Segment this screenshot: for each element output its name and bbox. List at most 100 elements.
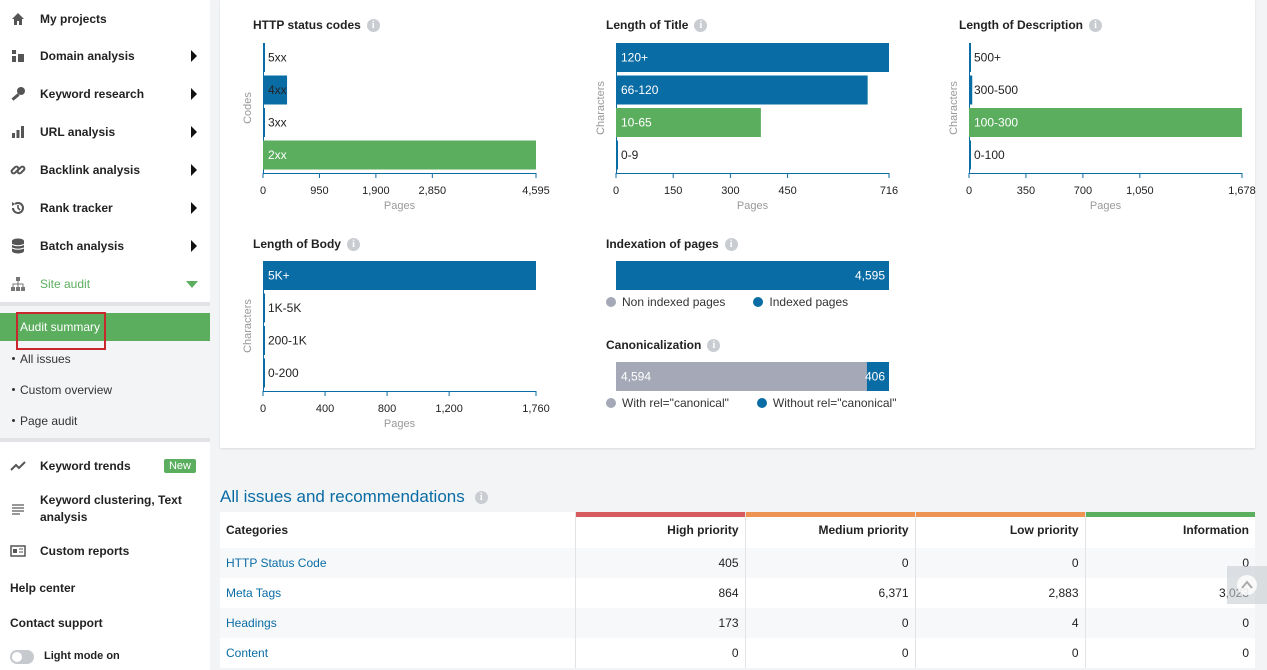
chart-http-status-codes: 5xx 4xx 3xx 2xx 0 950 1,900 2,850 4,595 Pages Code… (242, 43, 550, 212)
light-mode-toggle[interactable] (10, 650, 34, 664)
bar-label: 1K-5K (268, 301, 301, 315)
sidebar-item-batch-analysis[interactable]: Batch analysis (0, 227, 210, 265)
audit-charts-card: HTTP status codes i 5xx 4xx 3xx 2xx 0 950 1,90… (220, 0, 1256, 448)
bar (616, 108, 761, 137)
info-icon[interactable]: i (474, 490, 488, 504)
table-cell[interactable]: 405 (574, 548, 745, 578)
chart-title-length-description: Length of Description i (959, 18, 1102, 32)
chevron-right-icon (191, 240, 197, 252)
sidebar-item-keyword-research[interactable]: Keyword research (0, 75, 210, 113)
info-icon[interactable]: i (707, 338, 721, 352)
sidebar-item-label: Backlink analysis (40, 163, 141, 177)
submenu-item-label: All issues (20, 352, 71, 366)
table-cell[interactable]: 0 (574, 638, 745, 668)
table-cell[interactable]: 0 (744, 638, 915, 668)
x-tick-label: 0 (260, 403, 266, 415)
table-cell[interactable]: 0 (744, 548, 915, 578)
contact-support-link[interactable]: Contact support (10, 616, 103, 630)
table-cell[interactable]: 173 (574, 608, 745, 638)
sidebar-item-keyword-clustering[interactable]: Keyword clustering, Text analysis (0, 489, 210, 529)
table-cell[interactable]: 0 (1084, 608, 1255, 638)
sidebar-item-domain-analysis[interactable]: Domain analysis (0, 37, 210, 75)
legend-item[interactable]: Indexed pages (753, 295, 848, 309)
sidebar-item-label: My projects (40, 12, 107, 26)
info-icon[interactable]: i (694, 18, 708, 32)
sidebar-item-label: Keyword research (40, 87, 145, 101)
help-center-link[interactable]: Help center (10, 581, 76, 595)
bar (263, 108, 265, 137)
category-link[interactable]: HTTP Status Code (220, 548, 575, 578)
legend-item[interactable]: With rel="canonical" (606, 396, 729, 410)
segment-label: 406 (865, 370, 885, 384)
chevron-right-icon (191, 50, 197, 62)
table-header-row: Categories High priority Medium priority… (220, 512, 1255, 548)
sidebar-item-rank-tracker[interactable]: Rank tracker (0, 189, 210, 227)
scroll-to-top-button[interactable] (1227, 566, 1267, 604)
column-header-information[interactable]: Information (1084, 512, 1255, 548)
y-axis-label: Characters (242, 299, 254, 353)
table-cell[interactable]: 6,371 (744, 578, 915, 608)
table-cell[interactable]: 864 (574, 578, 745, 608)
submenu-item-page-audit[interactable]: Page audit (0, 407, 210, 435)
x-tick-label: 350 (1017, 185, 1035, 197)
table-cell[interactable]: 4 (914, 608, 1085, 638)
bar (263, 75, 288, 105)
table-cell[interactable]: 0 (744, 608, 915, 638)
x-axis-label: Pages (1090, 200, 1122, 212)
column-header-categories: Categories (226, 523, 289, 537)
sidebar-item-backlink-analysis[interactable]: Backlink analysis (0, 151, 210, 189)
table-cell[interactable]: 0 (914, 638, 1085, 668)
table-row: Content 0 0 0 0 (220, 638, 1255, 668)
sidebar-item-label: Rank tracker (40, 201, 113, 215)
bar (969, 140, 971, 170)
table-cell[interactable]: 0 (1084, 638, 1255, 668)
chart-title-canonicalization: Canonicalization i (606, 338, 721, 352)
sidebar-item-custom-reports[interactable]: Custom reports (0, 532, 210, 570)
priority-bar (575, 512, 745, 517)
clustering-icon (10, 501, 26, 517)
category-link[interactable]: Headings (220, 608, 575, 638)
submenu-item-all-issues[interactable]: All issues (0, 345, 210, 373)
stacked-segment (616, 261, 889, 290)
info-icon[interactable]: i (1089, 18, 1102, 32)
chevron-right-icon (191, 164, 197, 176)
sidebar-item-url-analysis[interactable]: URL analysis (0, 113, 210, 151)
category-link[interactable]: Meta Tags (226, 586, 282, 600)
sidebar-item-keyword-trends[interactable]: Keyword trends New (0, 447, 210, 485)
legend-canonicalization: With rel="canonical" Without rel="canoni… (606, 396, 897, 410)
x-tick-label: 700 (1074, 185, 1092, 197)
x-tick-label: 400 (316, 403, 334, 415)
legend-item[interactable]: Non indexed pages (606, 295, 725, 309)
column-header-high-priority[interactable]: High priority (574, 512, 745, 548)
info-icon[interactable]: i (366, 18, 380, 32)
sidebar-item-site-audit[interactable]: Site audit (0, 265, 210, 303)
bar-label: 5K+ (268, 269, 290, 283)
x-tick-label: 0 (966, 185, 972, 197)
bar-label: 300-500 (974, 83, 1018, 97)
segment-label: 4,594 (621, 370, 651, 384)
bar (969, 43, 971, 72)
home-icon (10, 11, 26, 27)
x-tick-label: 1,200 (435, 403, 463, 415)
priority-bar (745, 512, 915, 517)
table-cell[interactable]: 2,883 (914, 578, 1085, 608)
sidebar-item-my-projects[interactable]: My projects (0, 0, 210, 38)
x-tick-label: 1,900 (362, 185, 390, 197)
info-icon[interactable]: i (346, 237, 360, 251)
category-link[interactable]: Content (226, 646, 269, 660)
column-header-medium-priority[interactable]: Medium priority (744, 512, 915, 548)
bar-label: 2xx (268, 148, 287, 162)
submenu-item-custom-overview[interactable]: Custom overview (0, 376, 210, 404)
column-header-low-priority[interactable]: Low priority (914, 512, 1085, 548)
segment-label: 4,595 (855, 269, 885, 283)
legend-label: Without rel="canonical" (772, 396, 897, 410)
bar-label: 5xx (268, 51, 287, 65)
bar (263, 326, 265, 355)
sidebar-item-label: URL analysis (40, 125, 116, 139)
issues-table: Categories High priority Medium priority… (220, 512, 1255, 668)
x-axis-label: Pages (737, 200, 769, 212)
info-icon[interactable]: i (724, 237, 738, 251)
legend-item[interactable]: Without rel="canonical" (756, 396, 897, 410)
table-cell[interactable]: 0 (914, 548, 1085, 578)
table-cell[interactable]: 0 (1084, 548, 1255, 578)
